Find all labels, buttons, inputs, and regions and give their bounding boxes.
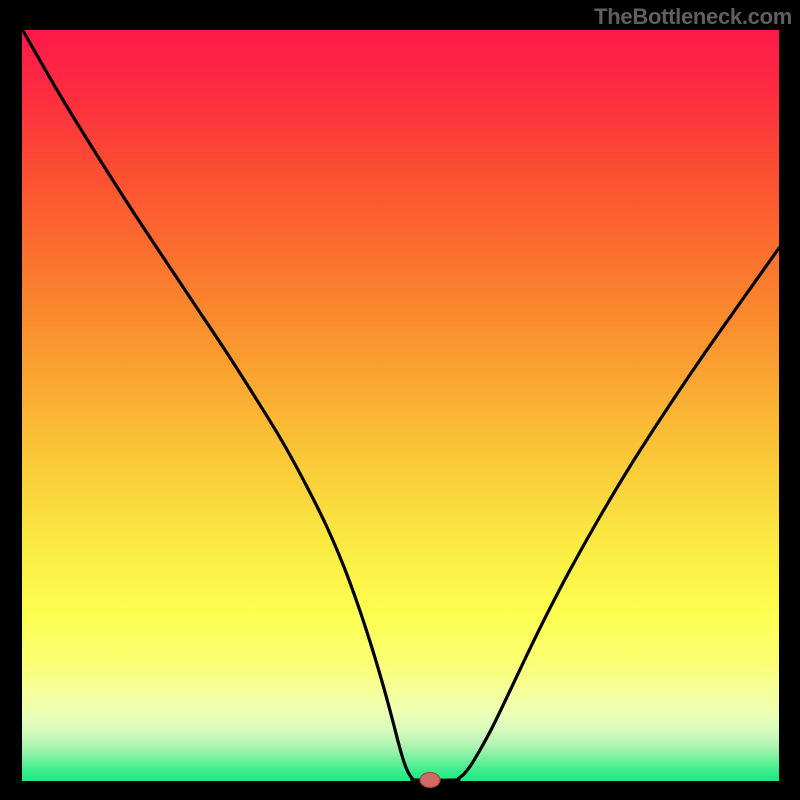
- watermark-text: TheBottleneck.com: [594, 4, 792, 30]
- chart-gradient-background: [22, 30, 779, 781]
- chart-container: TheBottleneck.com: [0, 0, 800, 800]
- bottleneck-chart: [0, 0, 800, 800]
- optimal-point-marker: [420, 773, 440, 788]
